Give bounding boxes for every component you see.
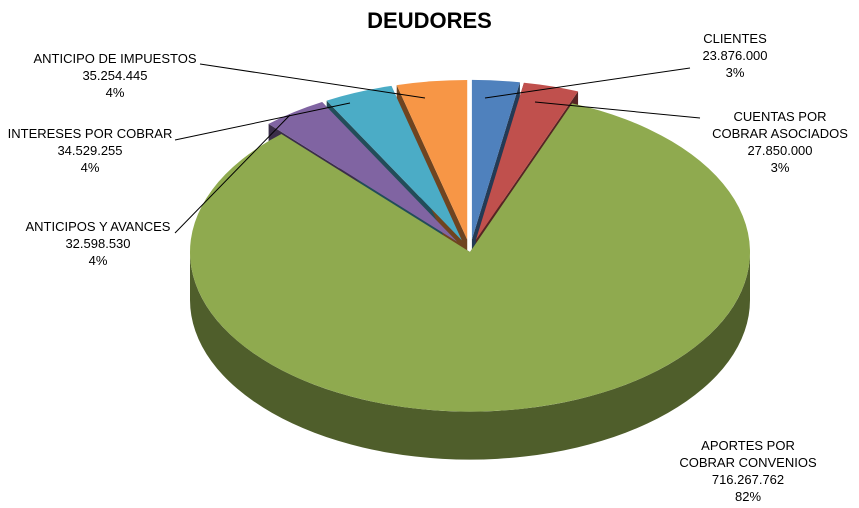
category-label: CLIENTES	[703, 31, 767, 46]
value-label: 27.850.000	[747, 143, 813, 158]
category-label: INTERESES POR COBRAR	[7, 126, 173, 141]
category-label: ANTICIPOS Y AVANCES	[25, 219, 171, 234]
value-label: 716.267.762	[711, 472, 785, 487]
pie-slice	[475, 82, 579, 240]
pie-slice	[396, 79, 468, 240]
value-label: 35.254.445	[82, 68, 148, 83]
value-label: 32.598.530	[65, 236, 131, 251]
pie-slice	[189, 103, 750, 412]
data-label: ANTICIPO DE IMPUESTOS 35.254.445 4%	[20, 50, 210, 101]
percent-label: 4%	[105, 85, 125, 100]
data-label: CLIENTES 23.876.000 3%	[675, 30, 795, 81]
leader-line	[534, 101, 701, 119]
leader-line	[484, 67, 691, 99]
leader-line	[174, 102, 351, 141]
category-label: CUENTAS POR COBRAR ASOCIADOS	[712, 109, 848, 141]
leader-line	[174, 114, 291, 234]
chart-title: DEUDORES	[367, 8, 492, 33]
percent-label: 82%	[734, 489, 762, 504]
percent-label: 3%	[725, 65, 745, 80]
data-label: APORTES POR COBRAR CONVENIOS 716.267.762 8…	[673, 437, 823, 505]
pie-slice	[471, 79, 520, 240]
value-label: 23.876.000	[702, 48, 768, 63]
leader-line	[199, 63, 426, 99]
percent-label: 3%	[770, 160, 790, 175]
percent-label: 4%	[88, 253, 108, 268]
slice-side	[190, 252, 750, 460]
category-label: ANTICIPO DE IMPUESTOS	[33, 51, 197, 66]
data-label: INTERESES POR COBRAR 34.529.255 4%	[0, 125, 180, 176]
data-label: ANTICIPOS Y AVANCES 32.598.530 4%	[8, 218, 188, 269]
pie-slice	[268, 102, 458, 242]
value-label: 34.529.255	[57, 143, 123, 158]
pie-slice	[326, 85, 462, 241]
data-label: CUENTAS POR COBRAR ASOCIADOS 27.850.000 3%	[705, 108, 855, 176]
category-label: APORTES POR COBRAR CONVENIOS	[679, 438, 817, 470]
percent-label: 4%	[80, 160, 100, 175]
